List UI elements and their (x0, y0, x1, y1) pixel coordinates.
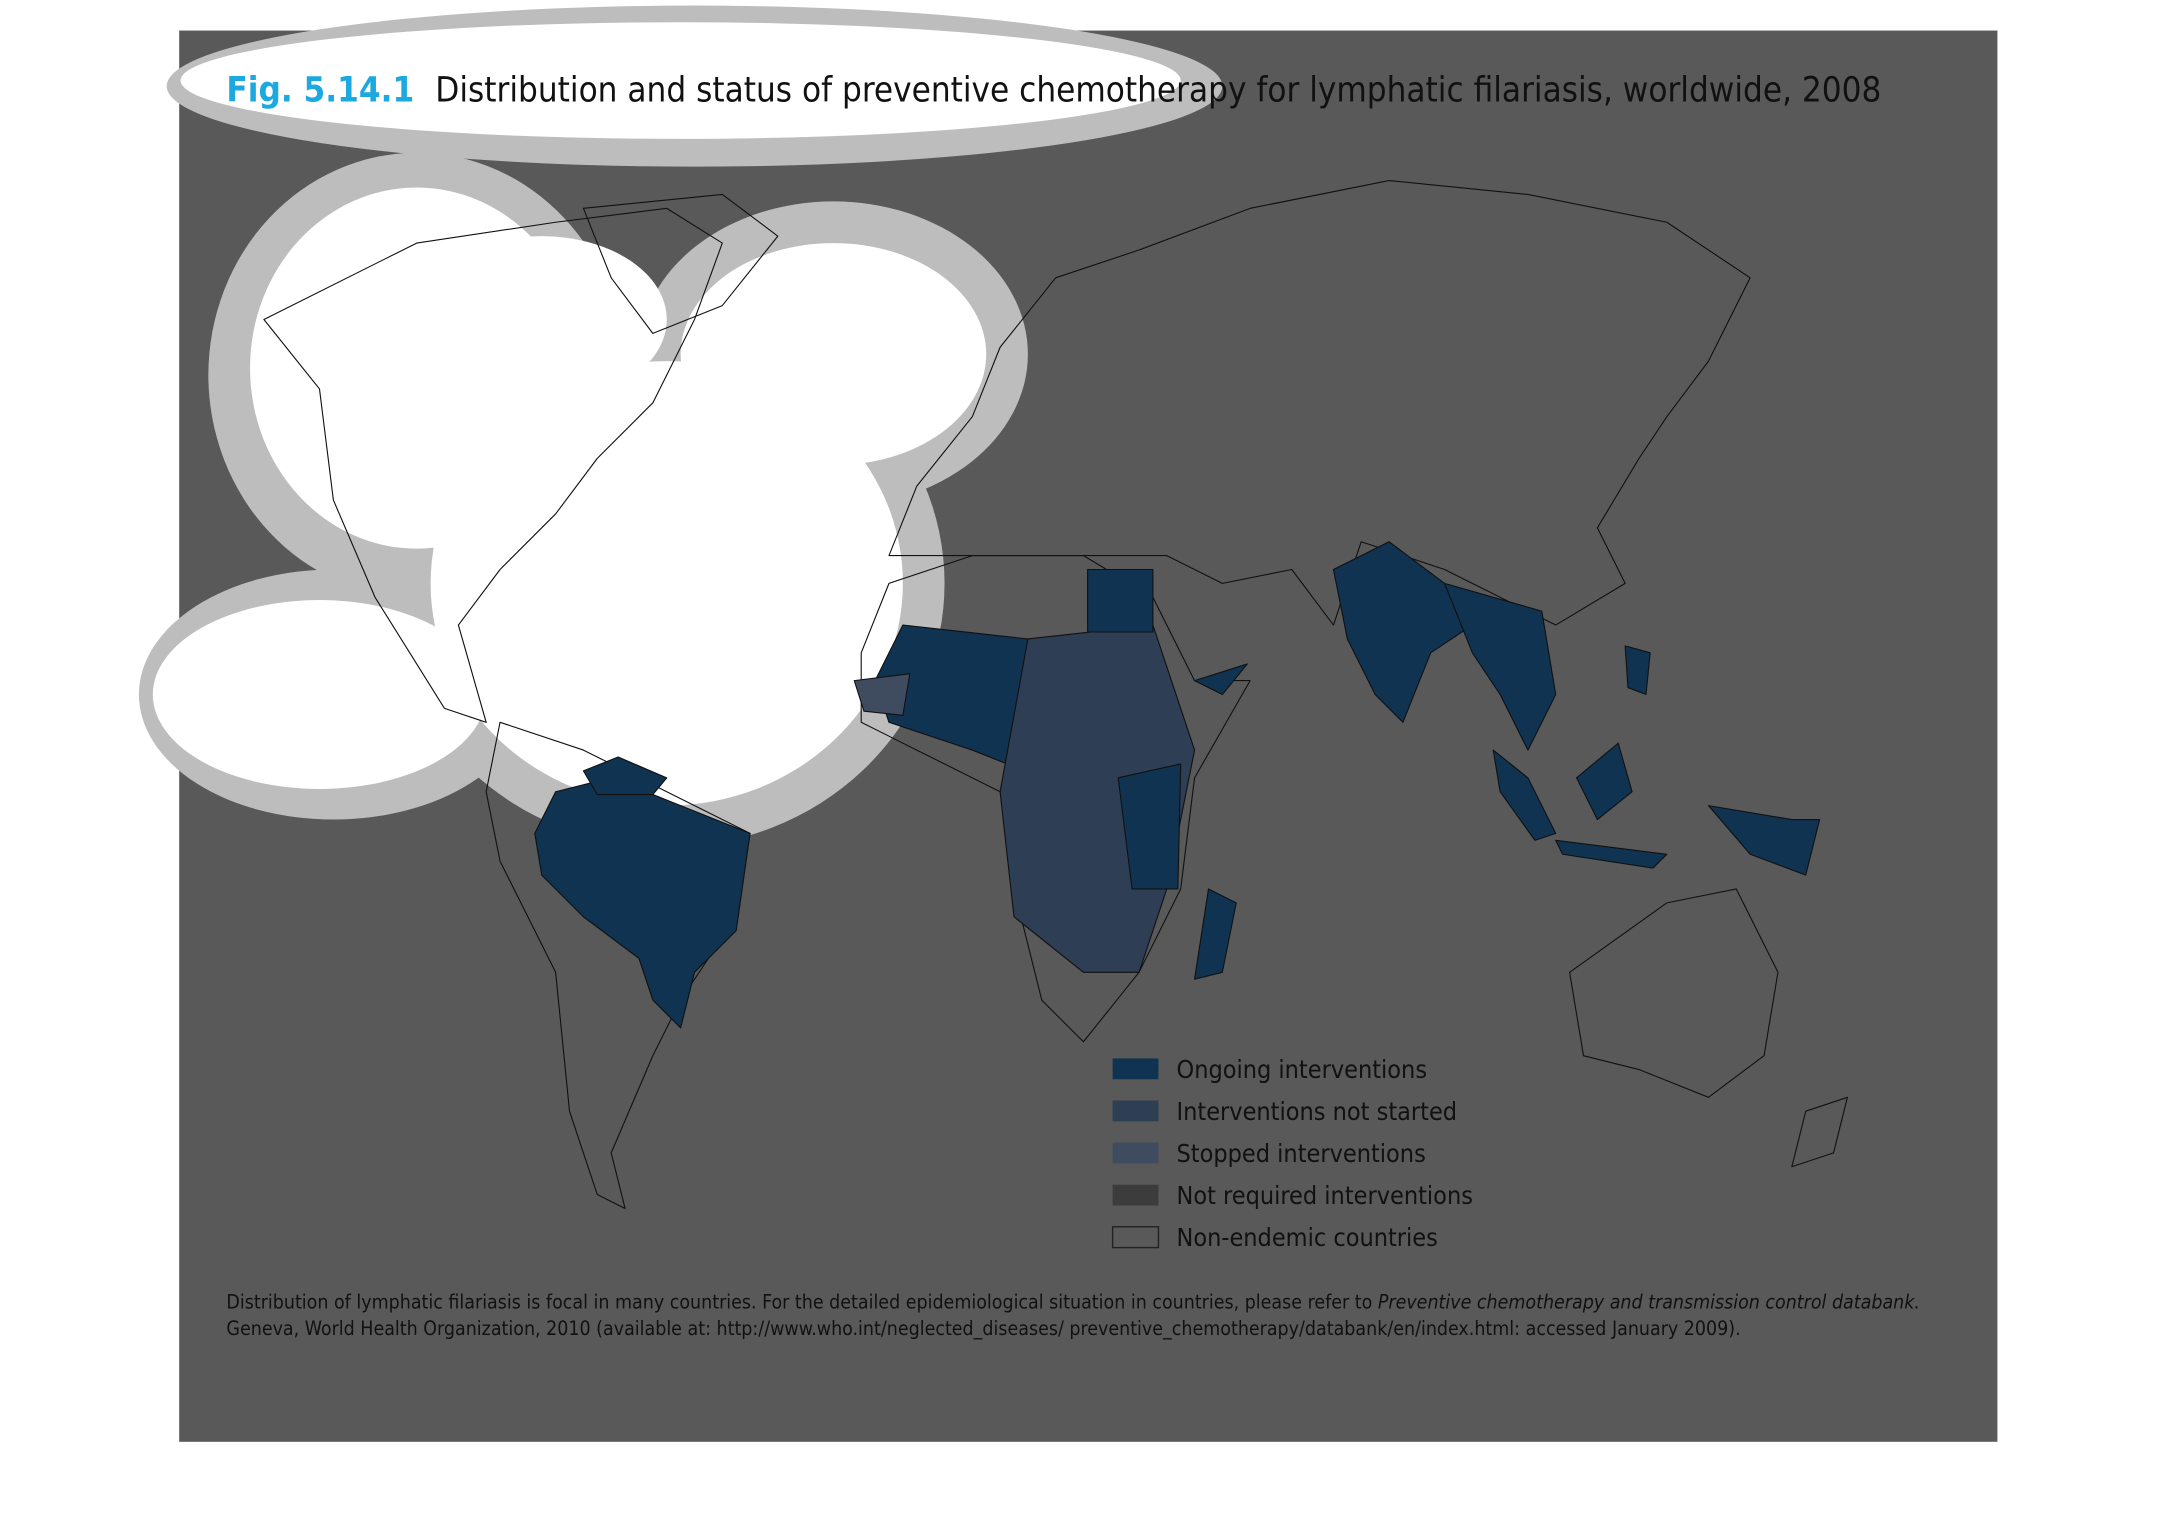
figure-number: Fig. 5.14.1 (226, 70, 414, 110)
new-zealand (1791, 1096, 1848, 1168)
legend-swatch (1112, 1058, 1159, 1080)
status-regions (534, 541, 1821, 1029)
yemen (1194, 663, 1248, 696)
footnote-line: Distribution of lymphatic filariasis is … (226, 1290, 1920, 1313)
india (1332, 541, 1473, 723)
cloud (680, 243, 987, 466)
footnote-text: Distribution of lymphatic filariasis is … (226, 1290, 1377, 1313)
australia (1569, 888, 1779, 1098)
south-east-asia (1444, 582, 1557, 751)
guianas (582, 756, 668, 796)
java (1555, 839, 1668, 869)
legend-swatch (1111, 1226, 1160, 1249)
new-guinea (1707, 805, 1821, 876)
legend-swatch (1112, 1184, 1159, 1206)
legend-swatch (1112, 1100, 1159, 1122)
legend-swatch (1112, 1142, 1159, 1164)
legend-label: Ongoing interventions (1177, 1055, 1428, 1084)
brazil (534, 777, 751, 1029)
legend-label: Stopped interventions (1177, 1139, 1426, 1168)
egypt (1087, 568, 1154, 633)
stopped-west-africa (853, 673, 911, 716)
title-text: Distribution and status of preventive ch… (435, 70, 1881, 110)
cloud-layer (152, 22, 1181, 806)
cloud (430, 361, 903, 806)
figure-title: Fig. 5.14.1 Distribution and status of p… (226, 70, 1881, 110)
sumatra (1492, 749, 1557, 841)
cloud (180, 22, 1181, 139)
north-america (263, 207, 723, 723)
legend-label: Interventions not started (1177, 1097, 1458, 1126)
footnote-italic: Preventive chemotherapy and transmission… (1378, 1290, 1920, 1313)
south-america (485, 721, 751, 1209)
legend-label: Non-endemic countries (1177, 1223, 1438, 1252)
madagascar (1194, 888, 1237, 980)
legend: Ongoing interventions Interventions not s… (1111, 1055, 1473, 1252)
footnote-line: Geneva, World Health Organization, 2010 … (226, 1317, 1740, 1340)
greenland (582, 193, 779, 334)
philippines (1624, 645, 1651, 696)
east-africa (1117, 763, 1182, 890)
legend-label: Not required interventions (1177, 1181, 1473, 1210)
eurasia (888, 180, 1751, 626)
borneo (1575, 742, 1633, 821)
cloud (152, 600, 487, 789)
cloud (416, 236, 667, 403)
